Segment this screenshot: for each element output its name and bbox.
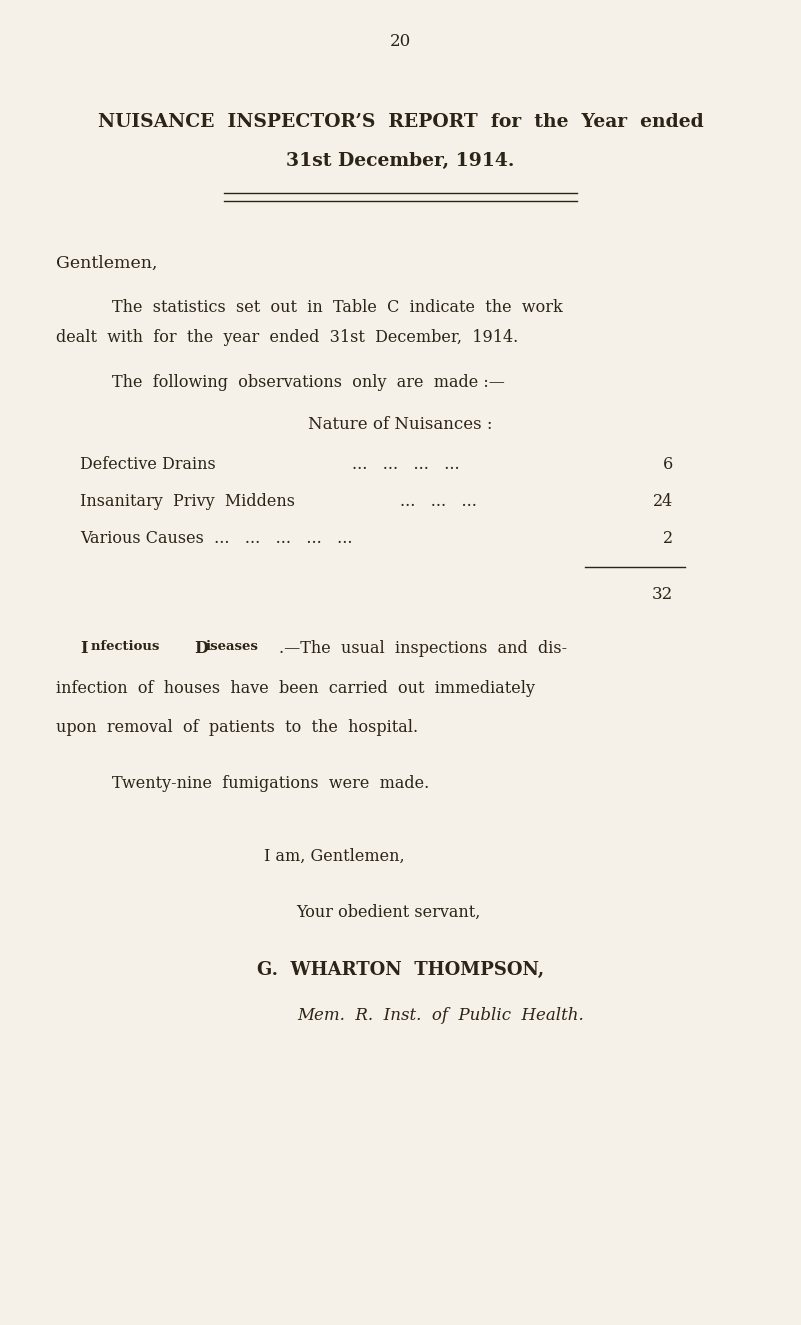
Text: I am, Gentlemen,: I am, Gentlemen, bbox=[264, 848, 405, 865]
Text: .—The  usual  inspections  and  dis-: .—The usual inspections and dis- bbox=[279, 640, 567, 657]
Text: Gentlemen,: Gentlemen, bbox=[56, 254, 158, 272]
Text: nfectious: nfectious bbox=[91, 640, 163, 653]
Text: upon  removal  of  patients  to  the  hospital.: upon removal of patients to the hospital… bbox=[56, 719, 418, 737]
Text: 32: 32 bbox=[651, 586, 673, 603]
Text: D: D bbox=[195, 640, 208, 657]
Text: Insanitary  Privy  Middens: Insanitary Privy Middens bbox=[80, 493, 295, 510]
Text: Defective Drains: Defective Drains bbox=[80, 456, 215, 473]
Text: Your obedient servant,: Your obedient servant, bbox=[296, 904, 481, 921]
Text: infection  of  houses  have  been  carried  out  immediately: infection of houses have been carried ou… bbox=[56, 680, 535, 697]
Text: Twenty-nine  fumigations  were  made.: Twenty-nine fumigations were made. bbox=[112, 775, 429, 792]
Text: 2: 2 bbox=[662, 530, 673, 547]
Text: Various Causes  ...   ...   ...   ...   ...: Various Causes ... ... ... ... ... bbox=[80, 530, 352, 547]
Text: Mem.  R.  Inst.  of  Public  Health.: Mem. R. Inst. of Public Health. bbox=[297, 1007, 584, 1024]
Text: dealt  with  for  the  year  ended  31st  December,  1914.: dealt with for the year ended 31st Decem… bbox=[56, 329, 518, 346]
Text: iseases: iseases bbox=[205, 640, 258, 653]
Text: NUISANCE  INSPECTOR’S  REPORT  for  the  Year  ended: NUISANCE INSPECTOR’S REPORT for the Year… bbox=[98, 113, 703, 131]
Text: The  statistics  set  out  in  Table  C  indicate  the  work: The statistics set out in Table C indica… bbox=[112, 299, 563, 317]
Text: Nature of Nuisances :: Nature of Nuisances : bbox=[308, 416, 493, 433]
Text: 20: 20 bbox=[390, 33, 411, 50]
Text: The  following  observations  only  are  made :—: The following observations only are made… bbox=[112, 374, 505, 391]
Text: ...   ...   ...   ...: ... ... ... ... bbox=[352, 456, 460, 473]
Text: G.  WHARTON  THOMPSON,: G. WHARTON THOMPSON, bbox=[257, 961, 544, 979]
Text: 31st December, 1914.: 31st December, 1914. bbox=[286, 152, 515, 171]
Text: 24: 24 bbox=[653, 493, 673, 510]
Text: 6: 6 bbox=[662, 456, 673, 473]
Text: I: I bbox=[80, 640, 87, 657]
Text: ...   ...   ...: ... ... ... bbox=[400, 493, 477, 510]
